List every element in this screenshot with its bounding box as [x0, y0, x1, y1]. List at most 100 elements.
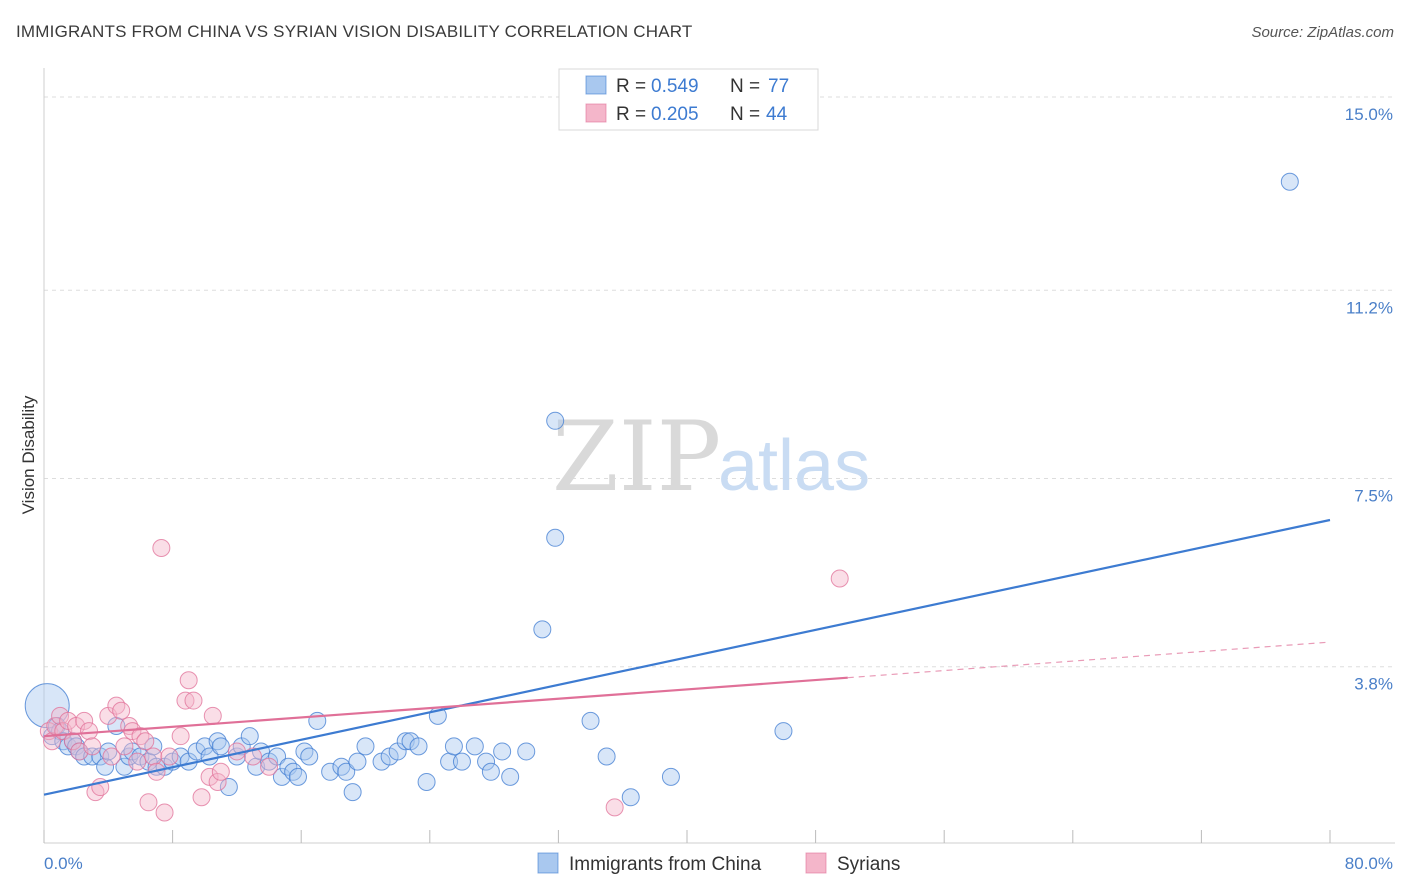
china-point	[409, 737, 428, 756]
syrians-point	[136, 732, 155, 751]
legend-r-value: 0.205	[651, 104, 699, 125]
legend-swatch-syrians	[585, 103, 607, 123]
syrians-point	[260, 757, 279, 776]
syrians-point	[152, 538, 171, 557]
bottom-legend-swatch-china	[537, 852, 559, 874]
china-point	[219, 778, 238, 797]
china-point	[208, 732, 227, 751]
y-tick-labels: 3.8% 7.5% 11.2% 15.0%	[1345, 105, 1393, 694]
china-point	[581, 711, 600, 730]
series-syrians-points	[39, 538, 849, 822]
china-point	[621, 788, 640, 807]
syrians-point	[243, 747, 262, 766]
china-point	[99, 742, 118, 761]
legend-n-label: N =	[730, 76, 760, 97]
china-point	[343, 783, 362, 802]
bottom-legend-china: Immigrants from China	[569, 854, 762, 875]
china-point	[348, 752, 367, 771]
legend-n-value: 77	[768, 76, 789, 97]
syrians-point	[139, 793, 158, 812]
syrians-point	[63, 732, 82, 751]
syrians-trend-line	[43, 676, 848, 738]
syrians-point	[155, 803, 174, 822]
china-point	[493, 742, 512, 761]
x-tick-label: 0.0%	[44, 854, 83, 873]
syrians-point	[203, 706, 222, 725]
syrians-point	[131, 727, 150, 746]
china-point	[465, 737, 484, 756]
china-point	[477, 752, 496, 771]
china-point	[240, 727, 259, 746]
syrians-point	[102, 747, 121, 766]
trend-lines	[43, 518, 1331, 796]
china-point	[284, 762, 303, 781]
legend-swatch-china	[585, 75, 607, 95]
syrians-point	[144, 747, 163, 766]
syrians-point	[112, 701, 131, 720]
syrians-point	[171, 727, 190, 746]
watermark: ZIP atlas	[552, 401, 870, 513]
source-label: Source: ZipAtlas.com	[1251, 24, 1394, 41]
syrians-point	[830, 569, 849, 588]
china-point	[774, 722, 793, 741]
china-point	[661, 767, 680, 786]
y-tick-label: 11.2%	[1346, 298, 1393, 317]
y-tick-label: 3.8%	[1354, 675, 1393, 694]
china-point	[597, 747, 616, 766]
china-point	[452, 752, 471, 771]
syrians-trend-extension	[847, 641, 1331, 679]
syrians-point	[208, 772, 227, 791]
syrians-point	[128, 752, 147, 771]
china-point	[501, 767, 520, 786]
china-point	[272, 767, 291, 786]
x-tick-labels: 0.0% 80.0%	[44, 854, 1393, 873]
china-point	[332, 757, 351, 776]
axes	[43, 68, 1395, 844]
syrians-point	[211, 762, 230, 781]
legend-n-label: N =	[730, 104, 760, 125]
legend-r-label: R =	[616, 104, 646, 125]
china-point	[517, 742, 536, 761]
china-point	[288, 767, 307, 786]
syrians-point	[115, 737, 134, 756]
syrians-point	[43, 732, 62, 751]
syrians-point	[160, 747, 179, 766]
china-point	[444, 737, 463, 756]
china-point	[96, 757, 115, 776]
syrians-point	[80, 722, 99, 741]
china-point	[211, 737, 230, 756]
bottom-legend: Immigrants from China Syrians	[537, 852, 900, 875]
bottom-legend-swatch-syrians	[805, 852, 827, 874]
syrians-point	[83, 737, 102, 756]
watermark-zip: ZIP	[552, 401, 721, 513]
china-point	[481, 762, 500, 781]
china-point	[321, 762, 340, 781]
china-trend-line	[43, 518, 1331, 796]
china-point	[533, 620, 552, 639]
y-tick-label: 15.0%	[1345, 105, 1393, 124]
y-axis-label: Vision Disability	[19, 395, 38, 514]
legend: R = 0.549 N = 77 R = 0.205 N = 44	[558, 68, 819, 131]
watermark-atlas: atlas	[718, 426, 870, 506]
syrians-point	[605, 798, 624, 817]
china-point	[356, 737, 375, 756]
syrians-point	[192, 788, 211, 807]
china-point	[417, 772, 436, 791]
china-point	[300, 747, 319, 766]
legend-n-value: 44	[766, 104, 788, 125]
china-point	[337, 762, 356, 781]
china-point	[546, 411, 565, 430]
legend-r-label: R =	[616, 76, 646, 97]
syrians-point	[75, 711, 94, 730]
bottom-legend-syrians: Syrians	[837, 854, 900, 875]
y-tick-label: 7.5%	[1354, 487, 1393, 506]
china-point	[1280, 172, 1299, 191]
china-point	[295, 742, 314, 761]
x-tick-label: 80.0%	[1345, 854, 1393, 873]
china-point	[546, 528, 565, 547]
syrians-point	[107, 696, 126, 715]
legend-r-value: 0.549	[651, 76, 699, 97]
syrians-point	[184, 691, 203, 710]
syrians-point	[179, 671, 198, 690]
